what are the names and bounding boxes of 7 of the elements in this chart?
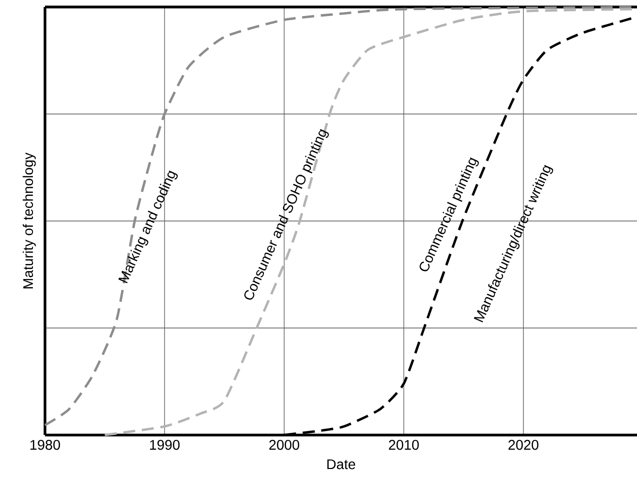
y-axis-title: Maturity of technology: [22, 152, 36, 288]
x-tick-label: 2000: [269, 440, 300, 450]
x-tick-label: 1990: [150, 440, 180, 450]
x-tick-label: 2010: [388, 440, 419, 450]
x-axis-title: Date: [327, 459, 356, 470]
x-tick-label: 1980: [30, 440, 60, 450]
x-tick-label: 2020: [508, 440, 538, 450]
